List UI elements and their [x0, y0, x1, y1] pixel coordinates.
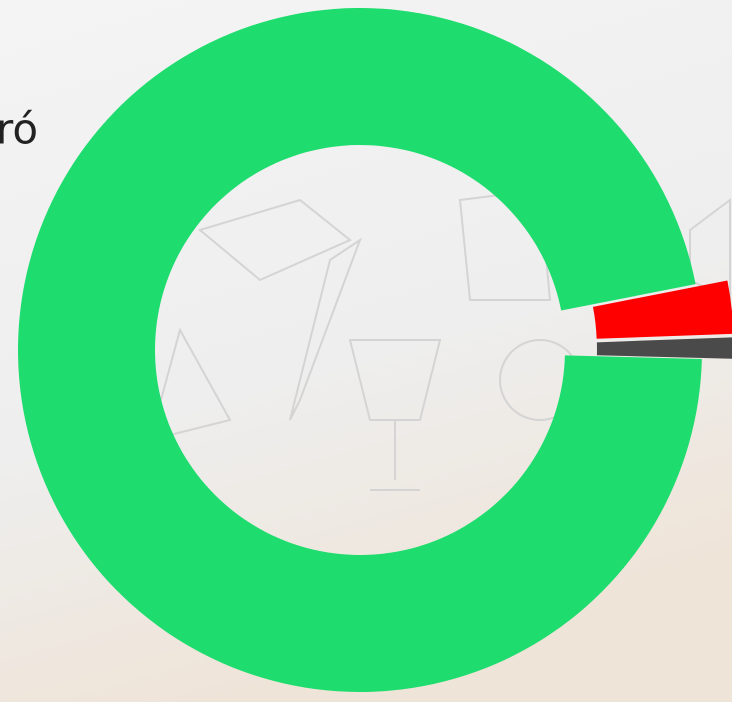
donut-slice	[592, 280, 732, 339]
chart-title: ró	[0, 105, 38, 154]
donut-slice	[596, 337, 732, 359]
doodles	[148, 188, 731, 491]
donut-slice	[17, 7, 702, 692]
